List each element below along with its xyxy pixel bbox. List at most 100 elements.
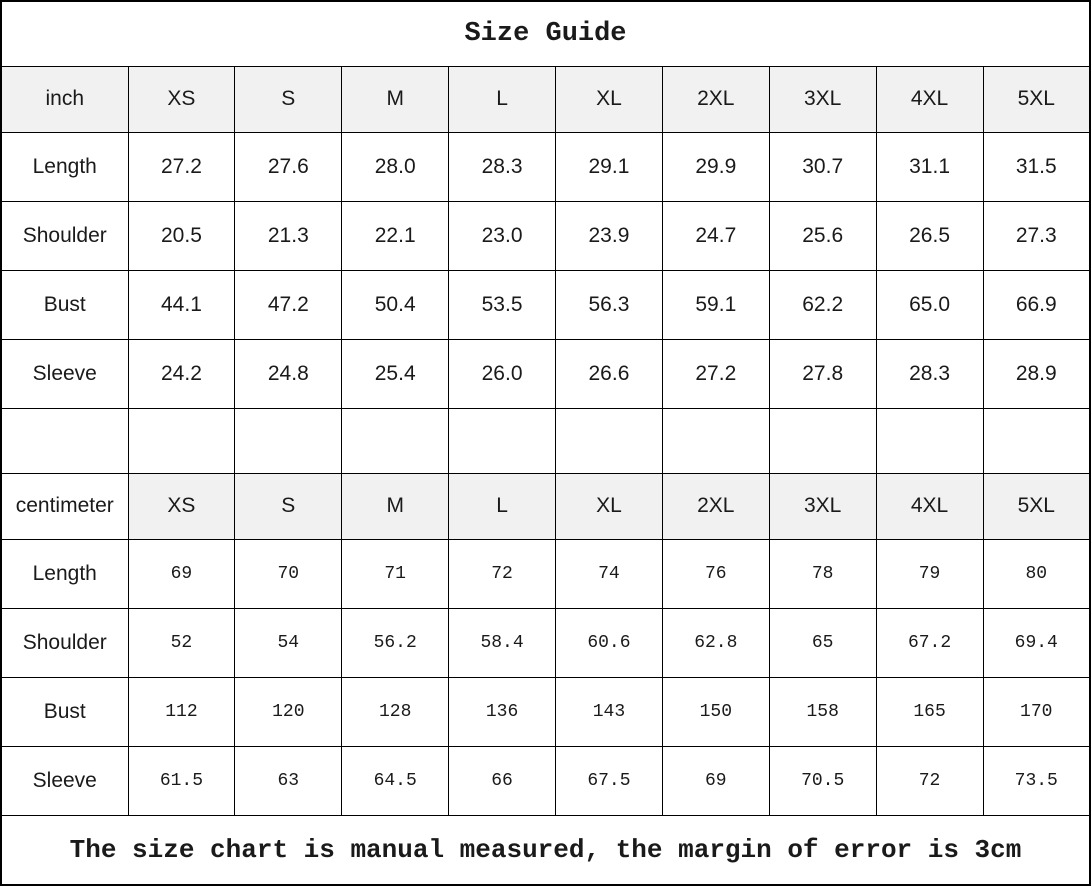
footer-note: The size chart is manual measured, the m… [0, 815, 1091, 886]
size-header-s: S [234, 65, 343, 133]
value-cell: 28.9 [982, 339, 1091, 410]
value-cell: 60.6 [555, 607, 663, 679]
value-cell: 63 [234, 746, 343, 817]
page-title: Size Guide [0, 0, 1091, 67]
value-cell: 61.5 [127, 746, 236, 817]
value-cell: 52 [127, 607, 236, 679]
value-cell: 80 [982, 538, 1091, 609]
value-cell: 72 [448, 538, 556, 609]
value-cell: 26.6 [555, 339, 663, 410]
value-cell: 31.1 [875, 131, 984, 202]
value-cell: 29.9 [661, 131, 770, 202]
size-header-3xl: 3XL [768, 65, 877, 133]
value-cell: 24.7 [661, 200, 770, 272]
value-cell: 128 [341, 676, 450, 748]
empty-cell [768, 408, 877, 474]
cm-header-row: centimeter XS S M L XL 2XL 3XL 4XL 5XL [0, 472, 1091, 540]
empty-cell [555, 408, 663, 474]
value-cell: 26.5 [875, 200, 984, 272]
value-cell: 112 [127, 676, 236, 748]
value-cell: 27.3 [982, 200, 1091, 272]
value-cell: 59.1 [661, 270, 770, 341]
value-cell: 69 [127, 538, 236, 609]
value-cell: 62.8 [661, 607, 770, 679]
value-cell: 25.6 [768, 200, 877, 272]
row-label: Sleeve [0, 339, 129, 410]
value-cell: 56.2 [341, 607, 450, 679]
value-cell: 44.1 [127, 270, 236, 341]
empty-cell [341, 408, 450, 474]
value-cell: 23.0 [448, 200, 556, 272]
size-header-l: L [448, 65, 556, 133]
size-header-m: M [341, 65, 450, 133]
value-cell: 69 [661, 746, 770, 817]
size-header-xs: XS [127, 472, 236, 540]
value-cell: 53.5 [448, 270, 556, 341]
empty-cell [0, 408, 129, 474]
size-header-xl: XL [555, 65, 663, 133]
inch-shoulder-row: Shoulder 20.5 21.3 22.1 23.0 23.9 24.7 2… [0, 200, 1091, 272]
value-cell: 27.8 [768, 339, 877, 410]
value-cell: 47.2 [234, 270, 343, 341]
value-cell: 28.3 [448, 131, 556, 202]
value-cell: 70 [234, 538, 343, 609]
size-header-s: S [234, 472, 343, 540]
value-cell: 79 [875, 538, 984, 609]
row-label: Shoulder [0, 200, 129, 272]
empty-cell [127, 408, 236, 474]
value-cell: 65 [768, 607, 877, 679]
value-cell: 28.0 [341, 131, 450, 202]
value-cell: 27.6 [234, 131, 343, 202]
size-header-l: L [448, 472, 556, 540]
size-header-xl: XL [555, 472, 663, 540]
value-cell: 120 [234, 676, 343, 748]
inch-bust-row: Bust 44.1 47.2 50.4 53.5 56.3 59.1 62.2 … [0, 270, 1091, 341]
row-label: Bust [0, 676, 129, 748]
value-cell: 25.4 [341, 339, 450, 410]
value-cell: 27.2 [127, 131, 236, 202]
value-cell: 78 [768, 538, 877, 609]
value-cell: 67.2 [875, 607, 984, 679]
inch-sleeve-row: Sleeve 24.2 24.8 25.4 26.0 26.6 27.2 27.… [0, 339, 1091, 410]
value-cell: 30.7 [768, 131, 877, 202]
empty-cell [448, 408, 556, 474]
value-cell: 67.5 [555, 746, 663, 817]
value-cell: 65.0 [875, 270, 984, 341]
value-cell: 158 [768, 676, 877, 748]
size-header-4xl: 4XL [875, 65, 984, 133]
cm-length-row: Length 69 70 71 72 74 76 78 79 80 [0, 538, 1091, 609]
value-cell: 29.1 [555, 131, 663, 202]
value-cell: 74 [555, 538, 663, 609]
size-header-m: M [341, 472, 450, 540]
value-cell: 143 [555, 676, 663, 748]
value-cell: 24.8 [234, 339, 343, 410]
row-label: Shoulder [0, 607, 129, 679]
value-cell: 70.5 [768, 746, 877, 817]
value-cell: 150 [661, 676, 770, 748]
row-label: Bust [0, 270, 129, 341]
size-header-3xl: 3XL [768, 472, 877, 540]
value-cell: 31.5 [982, 131, 1091, 202]
empty-cell [234, 408, 343, 474]
empty-cell [875, 408, 984, 474]
value-cell: 66 [448, 746, 556, 817]
size-header-2xl: 2XL [661, 472, 770, 540]
value-cell: 22.1 [341, 200, 450, 272]
spacer-row [0, 408, 1091, 474]
unit-header-inch: inch [0, 65, 129, 133]
value-cell: 24.2 [127, 339, 236, 410]
value-cell: 50.4 [341, 270, 450, 341]
cm-shoulder-row: Shoulder 52 54 56.2 58.4 60.6 62.8 65 67… [0, 607, 1091, 679]
value-cell: 69.4 [982, 607, 1091, 679]
value-cell: 72 [875, 746, 984, 817]
value-cell: 20.5 [127, 200, 236, 272]
footer-row: The size chart is manual measured, the m… [0, 815, 1091, 886]
value-cell: 165 [875, 676, 984, 748]
value-cell: 21.3 [234, 200, 343, 272]
value-cell: 136 [448, 676, 556, 748]
value-cell: 170 [982, 676, 1091, 748]
value-cell: 54 [234, 607, 343, 679]
value-cell: 66.9 [982, 270, 1091, 341]
value-cell: 27.2 [661, 339, 770, 410]
